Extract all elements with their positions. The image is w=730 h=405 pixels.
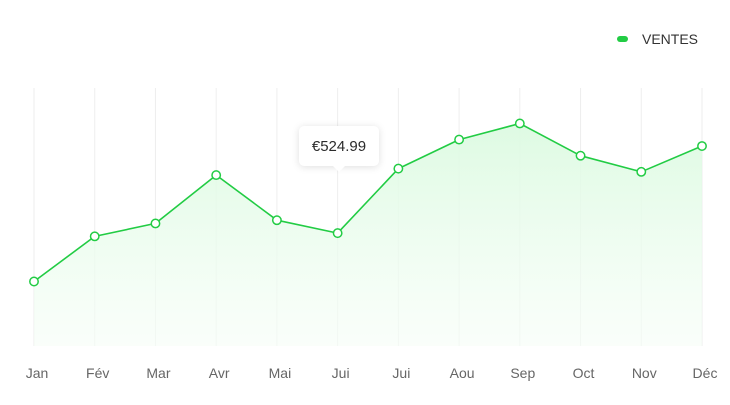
x-tick-label-9: Oct: [573, 365, 595, 381]
data-point-9[interactable]: [575, 150, 586, 161]
x-axis-ticks: Jan Fév Mar Avr Mai Jui Jui Aou Sep Oct Nov Déc: [26, 365, 718, 381]
x-tick-label-11: Déc: [693, 365, 718, 381]
data-point-2[interactable]: [150, 218, 161, 229]
data-point-5[interactable]: [332, 228, 343, 239]
series-line: [33, 122, 703, 283]
data-point-10[interactable]: [636, 166, 647, 177]
data-point-1[interactable]: [89, 231, 100, 242]
series-area: [34, 123, 702, 346]
legend[interactable]: VENTES: [617, 31, 698, 47]
area-fill: [34, 123, 702, 346]
data-point-7[interactable]: [454, 134, 465, 145]
x-tick-label-5: Jui: [332, 365, 350, 381]
data-point-0[interactable]: [29, 276, 39, 287]
x-tick-label-0: Jan: [26, 365, 49, 381]
tooltip: €524.99: [299, 126, 379, 172]
x-tick-label-10: Nov: [632, 365, 657, 381]
x-tick-label-2: Mar: [146, 365, 170, 381]
x-tick-label-3: Avr: [209, 365, 230, 381]
data-point-4[interactable]: [271, 215, 282, 226]
legend-swatch-icon: [617, 36, 628, 42]
legend-label: VENTES: [642, 31, 699, 47]
x-tick-label-7: Aou: [450, 365, 475, 381]
x-tick-label-6: Jui: [392, 365, 410, 381]
x-tick-label-8: Sep: [510, 365, 535, 381]
x-tick-label-1: Fév: [86, 365, 109, 381]
data-point-11[interactable]: [697, 141, 707, 152]
tooltip-value: €524.99: [311, 137, 367, 155]
data-point-3[interactable]: [211, 170, 222, 181]
data-point-8[interactable]: [514, 118, 525, 129]
x-tick-label-4: Mai: [269, 365, 292, 381]
data-point-6[interactable]: [393, 163, 404, 174]
data-points: [29, 118, 707, 287]
series-path: [33, 122, 703, 283]
